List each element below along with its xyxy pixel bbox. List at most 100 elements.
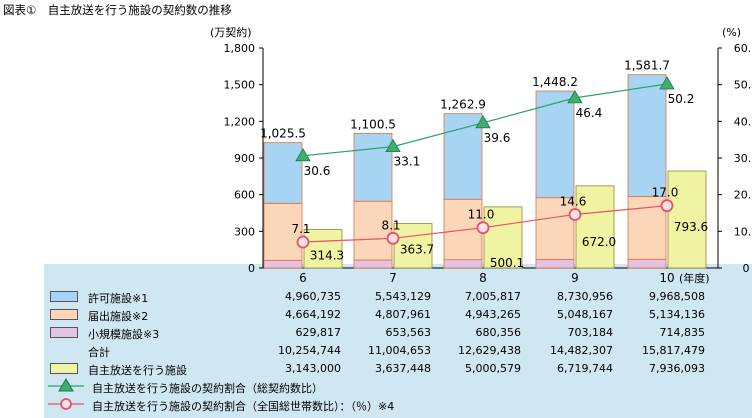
table-cell: 7,936,093	[649, 362, 705, 375]
stack-total-label: 1,262.9	[440, 98, 486, 112]
table-cell: 4,960,735	[285, 290, 341, 303]
category-label: 10	[659, 271, 674, 285]
stack-bar-segment	[535, 90, 575, 199]
table-row-label: 自主放送を行う施設	[88, 364, 187, 377]
table-row-label: 小規模施設※3	[88, 328, 160, 341]
self-broadcast-label: 363.7	[400, 243, 434, 257]
self-broadcast-label: 314.3	[310, 249, 344, 263]
right-tick-label: 0	[743, 262, 750, 275]
left-tick-label: 600	[234, 189, 255, 202]
household-ratio-label: 14.6	[560, 194, 587, 208]
table-cell: 680,356	[475, 326, 522, 339]
left-tick-label: 1,800	[224, 42, 256, 55]
stack-total-label: 1,025.5	[260, 127, 306, 141]
contract-ratio-marker	[295, 148, 311, 162]
stack-bar-segment	[353, 259, 393, 269]
left-axis-unit: (万契約)	[210, 25, 252, 39]
self-broadcast-bar	[483, 206, 523, 269]
stack-bar-segment	[535, 259, 575, 269]
table-cell: 7,005,817	[465, 290, 521, 303]
right-axis-unit: (%)	[722, 26, 741, 39]
contract-ratio-label: 33.1	[394, 155, 421, 169]
household-ratio-label: 11.0	[468, 208, 495, 222]
line-legend-label: 自主放送を行う施設の契約割合（総契約数比）	[92, 382, 323, 395]
stack-bar-segment	[443, 113, 483, 200]
x-axis-year-suffix: (年度)	[679, 271, 710, 285]
table-cell: 653,563	[385, 326, 432, 339]
stack-bar-segment	[443, 259, 483, 269]
self-broadcast-bar	[575, 185, 615, 269]
contract-ratio-label: 39.6	[484, 131, 511, 145]
household-ratio-marker	[660, 199, 674, 213]
table-cell: 8,730,956	[557, 290, 613, 303]
stack-bar-segment	[263, 259, 303, 269]
table-cell: 10,254,744	[278, 344, 341, 357]
left-tick-label: 900	[234, 152, 255, 165]
contract-ratio-marker	[659, 76, 675, 90]
right-tick-label: 40.0	[734, 115, 752, 128]
table-cell: 12,629,438	[458, 344, 521, 357]
table-row-label: 合計	[88, 346, 110, 359]
category-label: 6	[299, 271, 307, 285]
contract-ratio-label: 46.4	[576, 106, 603, 120]
household-ratio-marker	[386, 231, 400, 245]
self-broadcast-bar	[393, 223, 433, 269]
table-row-label: 許可施設※1	[88, 292, 149, 305]
data-table-background	[44, 264, 752, 418]
right-tick-label: 20.0	[734, 189, 752, 202]
left-tick-label: 0	[248, 262, 255, 275]
household-ratio-marker	[568, 208, 582, 221]
table-cell: 703,184	[567, 326, 614, 339]
legend-swatch	[50, 291, 78, 302]
legend-swatch	[50, 309, 78, 320]
table-cell: 14,482,307	[550, 344, 613, 357]
self-broadcast-label: 500.1	[490, 256, 524, 270]
right-tick-label: 50.0	[734, 79, 752, 92]
left-tick-label: 1,200	[224, 115, 256, 128]
right-tick-label: 30.0	[734, 152, 752, 165]
right-tick-label: 60.0	[734, 42, 752, 55]
category-label: 7	[389, 271, 397, 285]
contract-ratio-marker	[567, 90, 583, 104]
stack-total-label: 1,100.5	[350, 117, 396, 131]
stack-total-label: 1,448.2	[532, 75, 578, 89]
household-ratio-label: 8.1	[381, 218, 400, 232]
table-cell: 3,143,000	[285, 362, 341, 375]
table-cell: 714,835	[659, 326, 706, 339]
stack-bar-segment	[627, 258, 667, 269]
household-ratio-label: 17.0	[652, 186, 679, 200]
legend-swatch	[50, 363, 78, 374]
table-cell: 11,004,653	[368, 344, 431, 357]
table-cell: 5,048,167	[557, 308, 613, 321]
table-cell: 3,637,448	[375, 362, 431, 375]
left-tick-label: 1,500	[224, 79, 256, 92]
table-cell: 9,968,508	[649, 290, 705, 303]
line-legend-label: 自主放送を行う施設の契約割合（全国総世帯数比）：（％）※4	[92, 400, 395, 413]
self-broadcast-label: 793.6	[674, 220, 708, 234]
contract-ratio-label: 30.6	[304, 164, 331, 178]
household-ratio-marker	[476, 221, 490, 235]
category-label: 9	[571, 271, 579, 285]
legend-swatch	[50, 327, 78, 338]
contract-ratio-marker	[385, 138, 401, 153]
category-label: 8	[479, 271, 487, 285]
contract-ratio-marker	[475, 115, 491, 129]
table-cell: 4,807,961	[375, 308, 431, 321]
household-ratio-legend-icon	[48, 398, 84, 410]
stack-total-label: 1,581.7	[624, 59, 670, 73]
household-ratio-label: 7.1	[291, 222, 310, 236]
right-tick-label: 10.0	[734, 225, 752, 238]
self-broadcast-label: 672.0	[582, 235, 616, 249]
table-cell: 4,943,265	[465, 308, 521, 321]
table-cell: 629,817	[295, 326, 342, 339]
contract-ratio-label: 50.2	[668, 92, 695, 106]
table-row-label: 届出施設※2	[88, 310, 149, 323]
self-broadcast-bar	[303, 229, 343, 269]
table-cell: 5,543,129	[375, 290, 431, 303]
figure-title: 図表① 自主放送を行う施設の契約数の推移	[3, 3, 232, 17]
self-broadcast-bar	[667, 170, 707, 269]
table-cell: 15,817,479	[642, 344, 705, 357]
stack-bar-segment	[263, 202, 303, 261]
stack-bar-segment	[353, 133, 393, 202]
